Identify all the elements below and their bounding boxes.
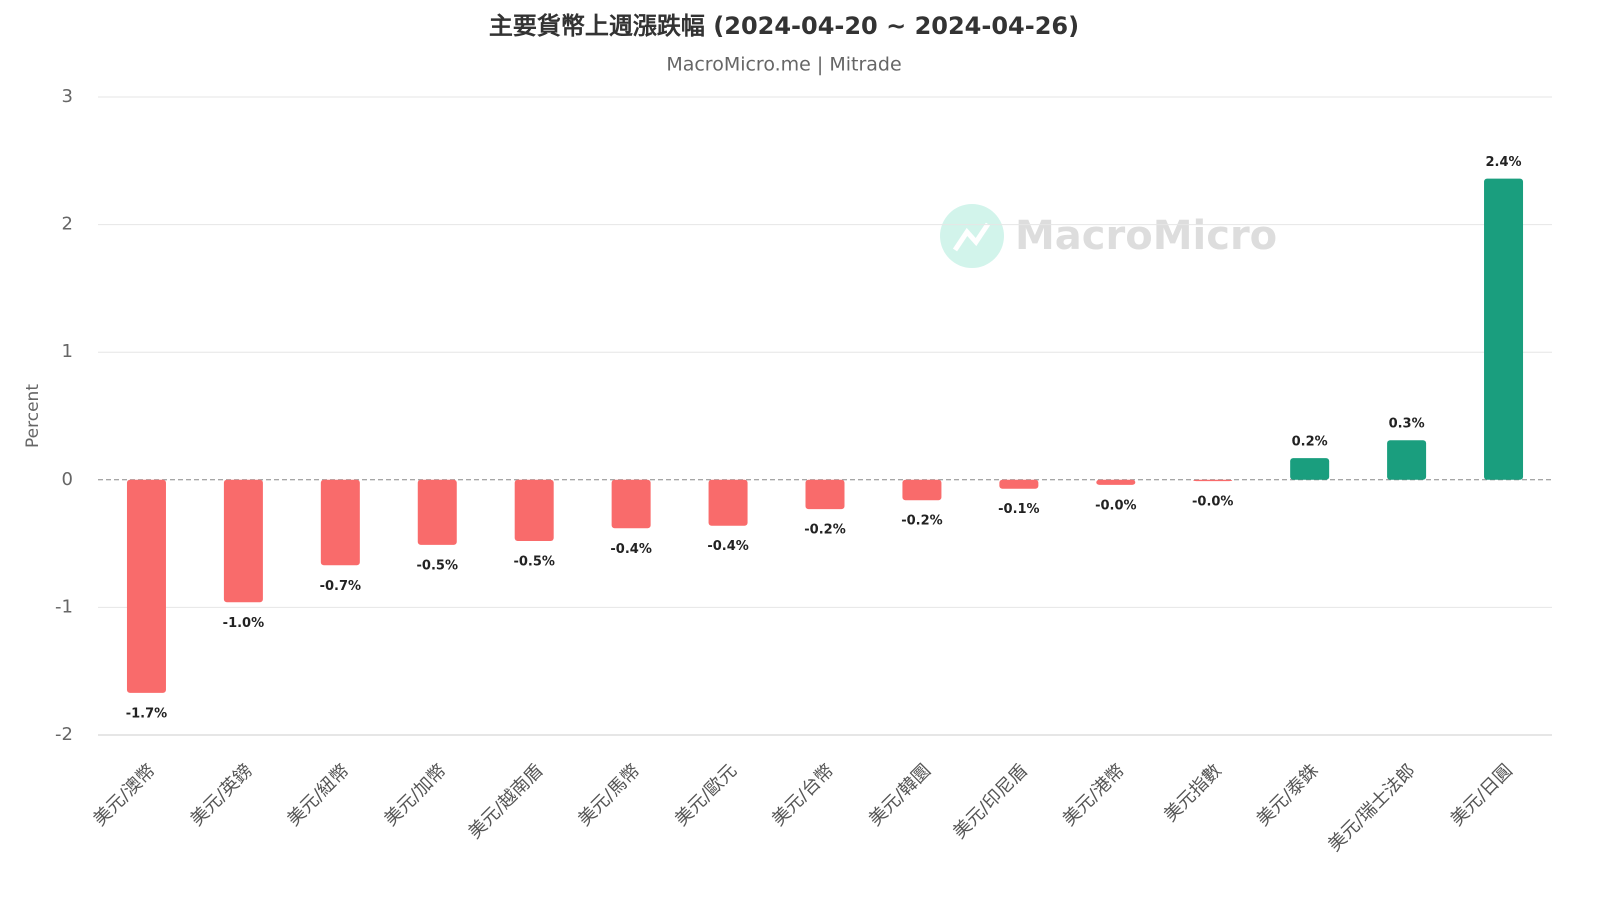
bar (805, 479, 845, 510)
y-tick-label: 0 (62, 469, 73, 490)
y-tick-label: -2 (55, 724, 73, 745)
data-label: -1.0% (223, 616, 264, 631)
watermark: MacroMicro (1015, 213, 1277, 259)
bar (126, 479, 166, 693)
bar (223, 479, 263, 603)
data-label: -0.1% (998, 502, 1039, 517)
data-label: 2.4% (1486, 155, 1522, 170)
data-label: 0.2% (1292, 435, 1328, 450)
data-label: -1.7% (126, 706, 167, 721)
data-label: 0.3% (1389, 417, 1425, 432)
data-label: -0.2% (804, 523, 845, 538)
data-label: -0.7% (320, 579, 361, 594)
data-label: -0.4% (610, 542, 651, 557)
bar (1290, 458, 1330, 480)
bar (1387, 440, 1427, 480)
x-tick-label: 美元/印尼盾 (949, 760, 1032, 843)
bar (611, 479, 651, 529)
bar (417, 479, 457, 545)
bar (1096, 479, 1136, 485)
bar (708, 479, 748, 526)
x-tick-label: 美元/歐元 (671, 760, 741, 830)
x-tick-label: 美元/瑞士法郎 (1324, 760, 1420, 856)
chart-title: 主要貨幣上週漲跌幅 (2024-04-20 ~ 2024-04-26) (489, 12, 1079, 40)
y-axis-label: Percent (23, 384, 43, 448)
x-tick-label: 美元/日圓 (1447, 760, 1517, 830)
x-tick-label: 美元/紐幣 (283, 760, 353, 830)
data-label: -0.5% (417, 558, 458, 573)
bar (320, 479, 360, 566)
bar (514, 479, 554, 542)
bar (1193, 479, 1233, 482)
data-label: -0.0% (1192, 495, 1233, 510)
bar (1484, 178, 1524, 480)
data-label: -0.5% (513, 555, 554, 570)
data-label: -0.0% (1095, 498, 1136, 513)
x-tick-label: 美元/泰銖 (1253, 760, 1323, 830)
y-tick-label: -1 (55, 596, 73, 617)
bar (902, 479, 942, 501)
y-tick-label: 1 (62, 341, 73, 362)
x-tick-label: 美元/英鎊 (186, 760, 256, 830)
chart-subtitle: MacroMicro.me | Mitrade (666, 54, 901, 76)
x-tick-label: 美元/加幣 (380, 760, 450, 830)
y-tick-label: 2 (62, 214, 73, 235)
bar (999, 479, 1039, 489)
x-tick-label: 美元/越南盾 (464, 760, 547, 843)
watermark-logo (940, 204, 1004, 268)
x-tick-label: 美元/馬幣 (574, 760, 644, 830)
x-tick-label: 美元/台幣 (768, 760, 838, 830)
x-tick-label: 美元指數 (1160, 760, 1226, 826)
x-tick-label: 美元/港幣 (1059, 760, 1129, 830)
y-tick-label: 3 (62, 86, 73, 107)
x-tick-label: 美元/澳幣 (89, 760, 159, 830)
data-label: -0.2% (901, 514, 942, 529)
x-tick-label: 美元/韓圜 (865, 760, 935, 830)
data-label: -0.4% (707, 539, 748, 554)
